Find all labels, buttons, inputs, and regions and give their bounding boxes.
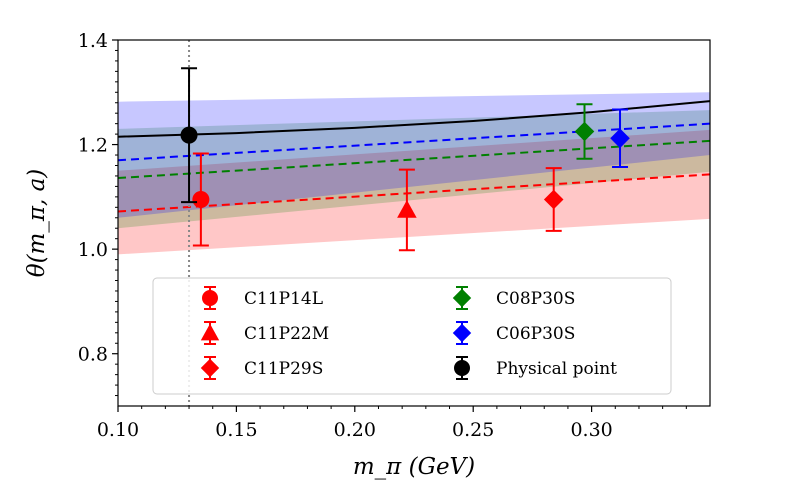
legend-entry-2: C11P29S — [200, 356, 323, 380]
legend-entry-3: C08P30S — [452, 286, 575, 310]
fit-lines — [118, 100, 710, 213]
y-tick-label-1: 1.0 — [78, 239, 108, 261]
x-tick-label-4: 0.30 — [570, 419, 612, 441]
fit-line-0 — [118, 173, 710, 213]
y-tick-label-0: 0.8 — [78, 344, 108, 366]
data-point-2 — [543, 167, 564, 232]
data-point-5 — [180, 67, 198, 204]
data-point-3 — [574, 103, 595, 160]
data-point-1 — [397, 168, 417, 252]
marker-4 — [610, 128, 630, 149]
fit-line-1 — [118, 139, 710, 180]
marker-2 — [543, 189, 564, 210]
legend-entry-4: C06P30S — [452, 321, 575, 345]
legend-label-3: C08P30S — [496, 289, 575, 309]
legend-label-1: C11P22M — [244, 324, 329, 344]
marker-1 — [397, 200, 417, 218]
data-points — [180, 67, 630, 252]
physical-fit-curve — [118, 100, 710, 138]
x-tick-label-1: 0.15 — [215, 419, 257, 441]
data-point-0 — [192, 152, 210, 247]
x-tick-label-2: 0.20 — [334, 419, 376, 441]
fit-band-0 — [118, 129, 710, 255]
legend-marker-1 — [200, 323, 220, 341]
legend-label-4: C06P30S — [496, 324, 575, 344]
x-tick-label-0: 0.10 — [97, 419, 139, 441]
y-tick-label-2: 1.2 — [78, 135, 108, 157]
legend-box — [152, 277, 672, 395]
marker-5 — [180, 126, 198, 144]
legend-marker-3 — [452, 288, 472, 308]
y-axis-ticks: 0.8 1.0 1.2 1.4 — [78, 30, 118, 397]
marker-3 — [574, 121, 595, 142]
legend-label-2: C11P29S — [244, 359, 323, 379]
marker-0 — [192, 190, 210, 208]
data-point-4 — [610, 108, 630, 169]
legend-label-0: C11P14L — [244, 289, 323, 309]
legend-entry-5: Physical point — [454, 356, 617, 380]
legend-marker-0 — [202, 290, 218, 306]
legend-entry-0: C11P14L — [202, 286, 323, 310]
legend-label-5: Physical point — [496, 359, 617, 379]
x-tick-label-3: 0.25 — [452, 419, 494, 441]
x-axis-label: m_π (GeV) — [353, 454, 475, 480]
legend: C11P14L C11P22M C11P29S C08P30S C06P30S Physi… — [152, 277, 672, 395]
fit-band-2 — [118, 92, 710, 218]
x-axis-ticks: 0.10 0.15 0.20 0.25 0.30 — [97, 406, 687, 441]
plot-frame — [117, 39, 711, 407]
y-tick-label-3: 1.4 — [78, 30, 108, 52]
legend-marker-2 — [200, 358, 220, 378]
fit-line-2 — [118, 122, 710, 162]
fit-bands — [118, 92, 710, 255]
legend-entry-1: C11P22M — [200, 321, 329, 345]
legend-marker-4 — [452, 323, 472, 343]
legend-marker-5 — [454, 360, 470, 376]
y-axis-label: θ(m_π, a) — [24, 169, 50, 278]
